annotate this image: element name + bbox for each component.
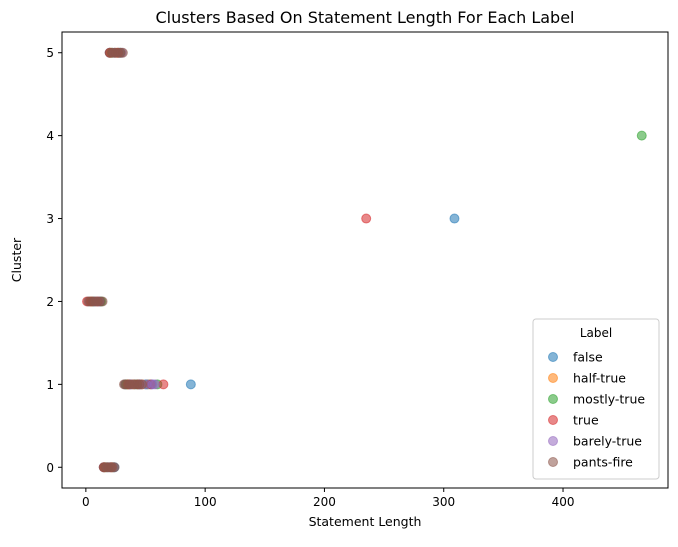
legend-title: Label [580,326,612,340]
data-point [158,379,169,390]
plot-frame [61,31,669,489]
y-tick-label: 0 [46,461,54,475]
legend-marker [548,457,558,467]
legend: Label false half-true mostly-true true barely… [532,318,660,480]
legend-label: pants-fire [573,455,633,470]
data-point [185,379,196,390]
y-tick-label: 2 [46,295,54,309]
y-tick-label: 1 [46,378,54,392]
data-point [150,379,161,390]
y-tick-label: 3 [46,212,54,226]
x-tick-label: 400 [552,495,575,509]
legend-label: mostly-true [573,392,645,407]
y-axis: 0 1 2 3 4 5 [46,46,62,475]
x-tick-label: 300 [432,495,455,509]
legend-label: false [573,350,603,365]
y-axis-label: Cluster [9,237,24,282]
data-points [82,47,647,473]
legend-label: half-true [573,371,626,386]
data-point [449,213,460,224]
x-axis: 0 100 200 300 400 [82,488,574,509]
legend-marker [548,394,558,404]
legend-box [532,318,660,480]
data-point [636,130,647,141]
data-point [361,213,372,224]
x-tick-label: 0 [82,495,90,509]
legend-marker [548,352,558,362]
legend-marker [548,436,558,446]
legend-marker [548,373,558,383]
legend-marker [548,415,558,425]
data-point [117,47,128,58]
data-point [136,379,147,390]
x-tick-label: 200 [313,495,336,509]
y-tick-label: 5 [46,46,54,60]
legend-label: true [573,413,599,428]
data-point [109,462,120,473]
legend-label: barely-true [573,434,642,449]
series-pants-fire [83,47,147,473]
data-point [97,296,108,307]
x-tick-label: 100 [194,495,217,509]
x-axis-label: Statement Length [309,514,422,529]
chart-title: Clusters Based On Statement Length For E… [156,8,575,27]
y-tick-label: 4 [46,129,54,143]
